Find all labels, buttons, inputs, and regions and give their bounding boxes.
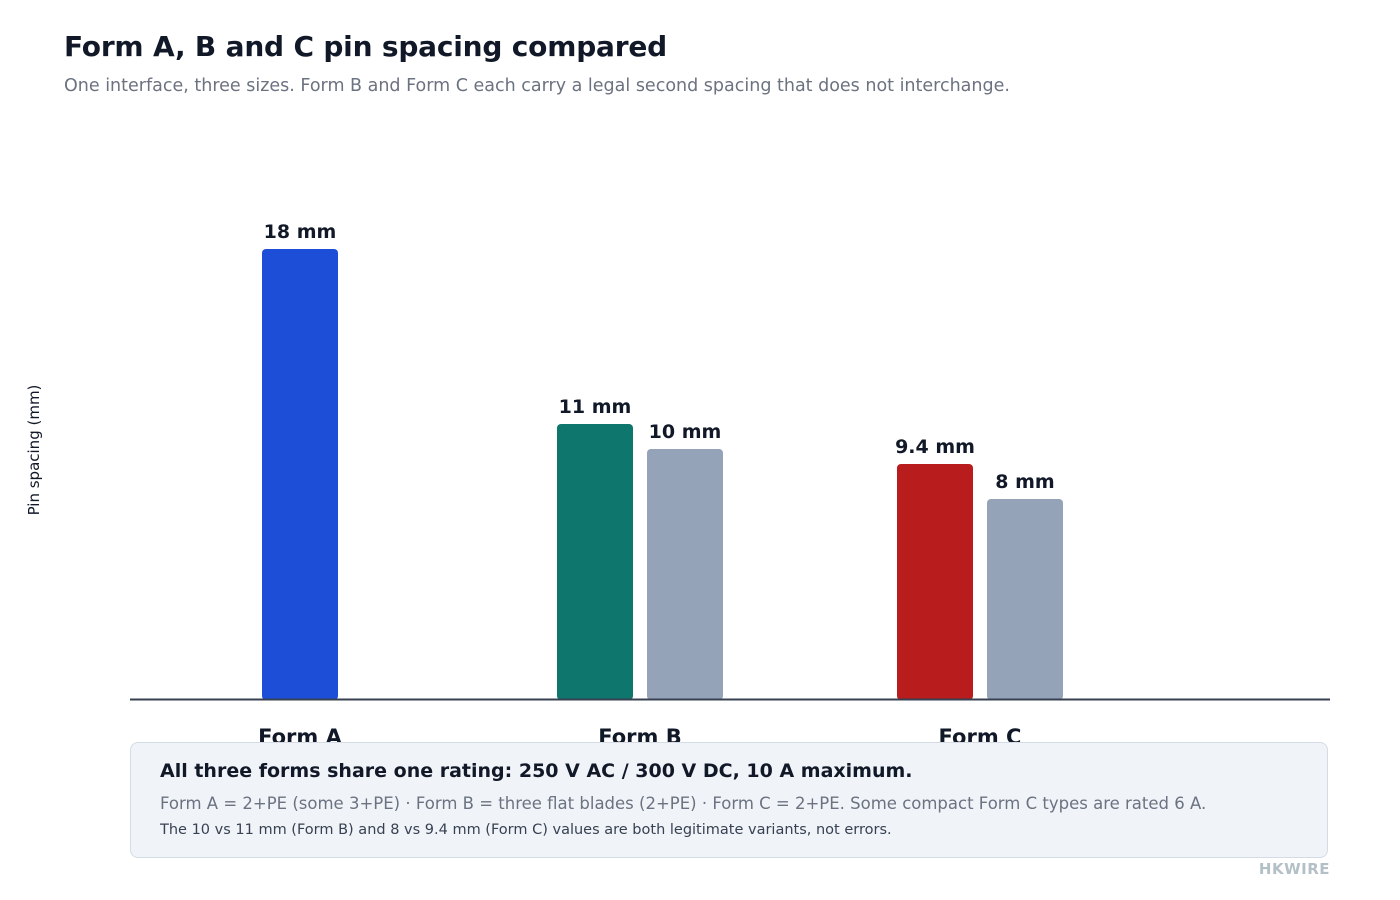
- bar-form-c-2: [987, 499, 1063, 700]
- bar-form-a-1: [262, 249, 338, 700]
- brand-watermark: HKWIRE: [1258, 860, 1330, 878]
- bar-form-c-1: [897, 464, 973, 700]
- data-label-form-c-1: 9.4 mm: [895, 436, 975, 458]
- page-title: Form A, B and C pin spacing compared: [64, 30, 667, 63]
- bar-form-b-1: [557, 424, 633, 700]
- page-subtitle: One interface, three sizes. Form B and F…: [64, 76, 1010, 96]
- rating-note-box: All three forms share one rating: 250 V …: [130, 742, 1328, 858]
- note-headline: All three forms share one rating: 250 V …: [160, 760, 913, 782]
- data-label-form-c-2: 8 mm: [995, 471, 1054, 493]
- data-label-form-b-2: 10 mm: [649, 421, 722, 443]
- data-label-form-b-1: 11 mm: [559, 396, 632, 418]
- bar-form-b-2: [647, 449, 723, 700]
- note-variant-line: The 10 vs 11 mm (Form B) and 8 vs 9.4 mm…: [160, 822, 892, 838]
- data-label-form-a-1: 18 mm: [264, 221, 337, 243]
- note-detail-line: Form A = 2+PE (some 3+PE) · Form B = thr…: [160, 794, 1207, 813]
